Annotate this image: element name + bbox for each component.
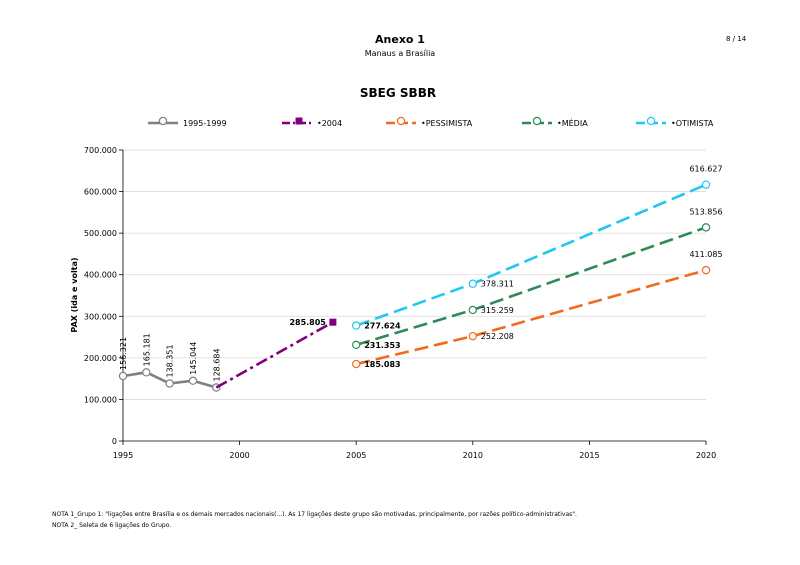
data-label: 165.181 <box>142 333 151 366</box>
y-tick-label: 700.000 <box>84 146 117 155</box>
data-marker <box>701 265 711 275</box>
legend-item: •2004 <box>282 117 342 128</box>
page-title: Anexo 1 <box>375 33 425 46</box>
data-marker <box>468 279 477 288</box>
data-marker <box>165 379 174 388</box>
series-line <box>355 183 707 327</box>
data-marker <box>532 116 542 126</box>
data-label: 145.044 <box>189 342 198 375</box>
y-tick-label: 300.000 <box>84 312 117 321</box>
series-pessimista: 185.083 252.208 411.085 <box>352 250 723 369</box>
legend-item: •MÉDIA <box>522 116 588 128</box>
data-label: 156.321 <box>119 337 128 370</box>
legend-item: 1995-1999 <box>148 116 227 128</box>
data-marker <box>468 331 477 341</box>
page-number: 8 / 14 <box>726 35 747 43</box>
data-label: 513.856 <box>689 207 722 216</box>
axes: 0 100.000 200.000 300.000 400.000 500.000 600.… <box>84 146 716 460</box>
legend-label: •OTIMISTA <box>671 119 714 128</box>
gridlines <box>123 149 706 400</box>
y-tick-label: 100.000 <box>84 395 117 404</box>
x-tick-label: 2010 <box>463 451 483 460</box>
x-tick-label: 2005 <box>346 451 366 460</box>
series-otimista: 277.624 378.311 616.627 <box>352 165 723 331</box>
legend-item: •OTIMISTA <box>636 116 714 128</box>
data-marker <box>352 359 361 369</box>
data-marker <box>352 340 361 350</box>
data-marker <box>701 180 711 189</box>
y-axis-label: PAX (ida e volta) <box>70 257 79 332</box>
data-marker <box>118 371 128 381</box>
data-label: 315.259 <box>481 306 514 315</box>
series-layer: 156.321 165.181 138.351 145.044 128.684 285.8… <box>118 165 723 392</box>
chart-title: SBEG SBBR <box>360 86 436 100</box>
data-marker <box>468 305 477 315</box>
footnote-1: NOTA 1_Grupo 1: "ligações entre Brasília… <box>52 511 577 518</box>
data-label: 252.208 <box>481 332 514 341</box>
data-label: 128.684 <box>212 348 221 381</box>
data-marker <box>329 318 337 326</box>
data-marker <box>158 116 168 126</box>
data-label: 277.624 <box>364 322 401 331</box>
data-marker <box>396 116 406 126</box>
series-line <box>355 268 707 366</box>
data-label: 138.351 <box>166 344 175 377</box>
data-marker <box>352 321 361 330</box>
data-marker <box>646 116 656 126</box>
y-tick-label: 0 <box>112 437 117 446</box>
data-marker <box>188 376 198 385</box>
x-tick-label: 2015 <box>579 451 599 460</box>
y-tick-label: 200.000 <box>84 354 117 363</box>
y-tick-label: 600.000 <box>84 188 117 197</box>
data-label: 411.085 <box>689 250 722 259</box>
legend: 1995-1999 •2004 •PESSIMISTA •MÉDIA •OTIMISTA <box>148 116 714 128</box>
data-label: 231.353 <box>364 341 400 350</box>
x-tick-label: 1995 <box>113 451 133 460</box>
series-line <box>215 321 334 389</box>
y-tick-label: 400.000 <box>84 271 117 280</box>
legend-item: •PESSIMISTA <box>386 116 473 128</box>
data-marker <box>295 117 303 125</box>
data-label: 185.083 <box>364 360 400 369</box>
data-marker <box>142 368 151 377</box>
legend-label: •PESSIMISTA <box>421 119 473 128</box>
series-média: 231.353 315.259 513.856 <box>352 207 723 350</box>
footnote-2: NOTA 2_ Seleta de 6 ligações do Grupo. <box>52 522 172 529</box>
series-1995-1999: 156.321 165.181 138.351 145.044 128.684 <box>118 333 221 392</box>
x-tick-label: 2020 <box>696 451 716 460</box>
page-subtitle: Manaus a Brasília <box>364 49 436 58</box>
data-label: 378.311 <box>481 280 514 289</box>
y-tick-label: 500.000 <box>84 229 117 238</box>
data-label: 285.805 <box>289 318 326 327</box>
legend-label: 1995-1999 <box>183 119 227 128</box>
data-label: 616.627 <box>689 165 722 174</box>
series-2004: 285.805 <box>215 318 337 389</box>
legend-label: •MÉDIA <box>557 117 588 128</box>
x-tick-label: 2000 <box>229 451 249 460</box>
data-marker <box>701 223 711 232</box>
legend-label: •2004 <box>317 119 342 128</box>
